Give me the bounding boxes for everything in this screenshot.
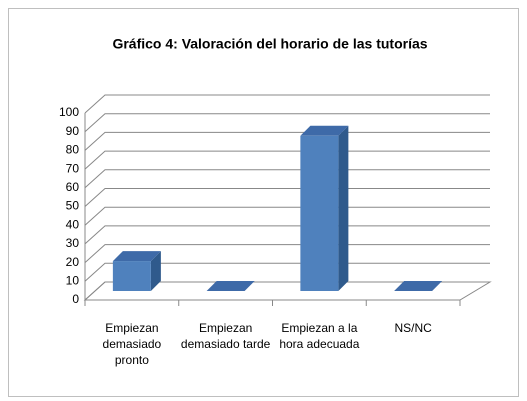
bar-top <box>300 125 349 136</box>
bar-top <box>112 251 161 262</box>
y-tick-label: 40 <box>66 217 80 231</box>
chart-title: Gráfico 4: Valoración del horario de las… <box>112 36 427 52</box>
bar <box>112 261 151 291</box>
y-tick-label: 80 <box>66 143 80 157</box>
y-tick-label: 10 <box>66 273 80 287</box>
grid-line <box>84 244 490 263</box>
bar-top <box>206 281 255 291</box>
x-tick-label: Empiezan demasiado tarde <box>180 321 271 351</box>
grid-line <box>84 262 490 282</box>
x-tick-label: Empiezan demasiado pronto <box>102 321 162 367</box>
y-tick-label: 90 <box>66 124 80 138</box>
grid-line <box>84 150 490 170</box>
y-tick-label: 50 <box>66 199 80 213</box>
grid-line <box>84 188 490 207</box>
grid-line <box>84 113 490 133</box>
y-tick-label: 100 <box>59 105 79 119</box>
bar <box>300 135 339 291</box>
bar-side <box>338 125 349 291</box>
grid-line <box>84 131 490 151</box>
grid-line <box>84 169 490 189</box>
y-tick-label: 20 <box>66 255 80 269</box>
x-tick-label: Empiezan a la hora adecuada <box>279 321 360 351</box>
y-tick-label: 30 <box>66 236 80 250</box>
grid-line <box>84 281 490 301</box>
grid-line <box>84 225 490 245</box>
bar-top <box>394 281 443 291</box>
grid-line <box>84 94 490 114</box>
grid-line <box>84 206 490 226</box>
x-tick-label: NS/NC <box>394 321 432 335</box>
y-tick-label: 70 <box>66 161 80 175</box>
y-tick-label: 0 <box>72 292 79 306</box>
y-tick-label: 60 <box>66 180 80 194</box>
chart-frame <box>8 8 519 397</box>
bar-side <box>150 251 161 291</box>
